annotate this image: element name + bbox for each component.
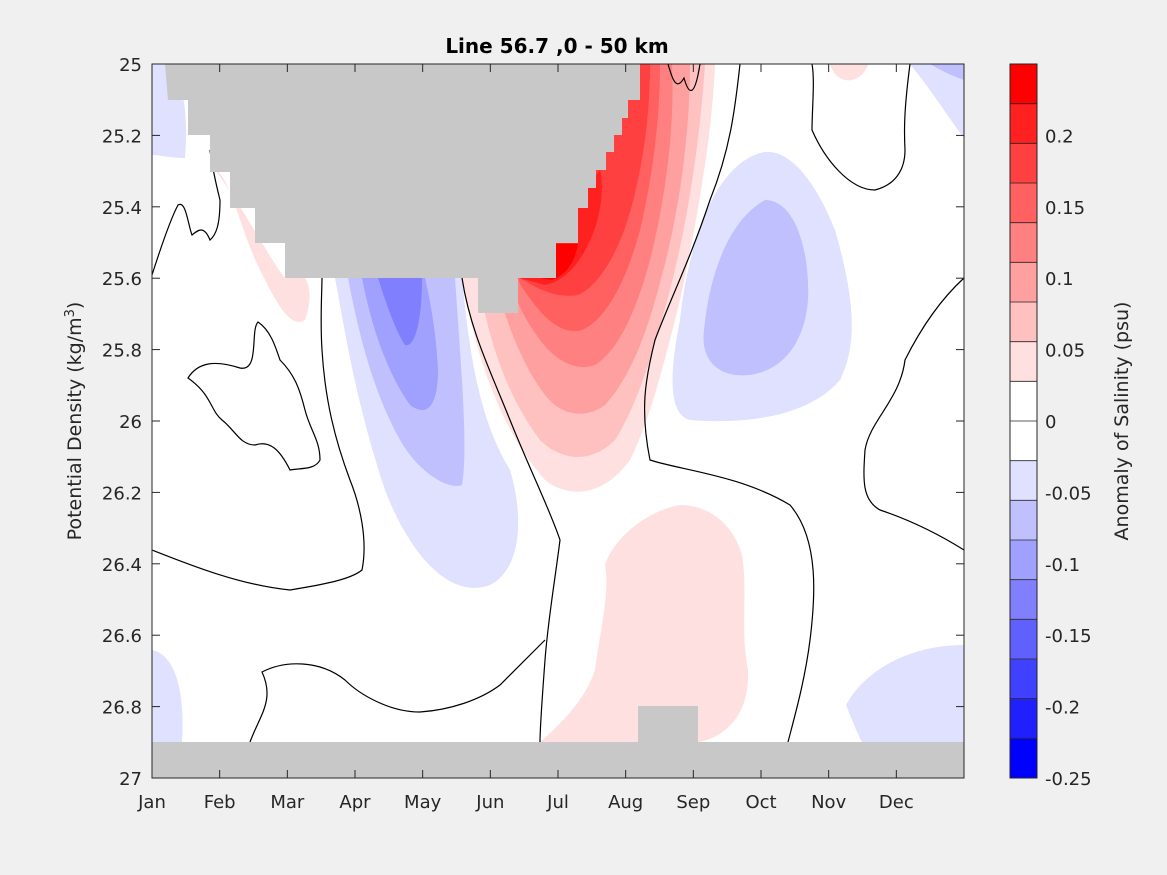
negative-anomaly-topright bbox=[910, 64, 964, 138]
contour-middle bbox=[461, 277, 561, 743]
colorbar-segment bbox=[1010, 381, 1037, 422]
x-tick-label: Jul bbox=[546, 792, 569, 813]
x-tick-label: Nov bbox=[811, 792, 846, 813]
colorbar-tick-label: -0.05 bbox=[1045, 483, 1092, 504]
x-tick-label: Feb bbox=[204, 792, 236, 813]
y-tick-label: 25.4 bbox=[102, 198, 142, 219]
x-axis: Jan Feb Mar Apr May Jun Jul Aug Sep Oct Nov Dec bbox=[137, 64, 914, 813]
negative-anomaly-regions bbox=[152, 64, 964, 742]
colorbar-segment bbox=[1010, 103, 1037, 144]
contour-top-ripples bbox=[667, 63, 701, 92]
y-tick-label: 27 bbox=[119, 769, 142, 790]
colorbar-segment bbox=[1010, 738, 1037, 779]
x-tick-label: Oct bbox=[745, 792, 776, 813]
negative-anomaly-bottomleft bbox=[152, 650, 183, 742]
negative-anomaly-may-core bbox=[378, 278, 422, 346]
y-tick-label: 25 bbox=[119, 55, 142, 76]
colorbar-segment bbox=[1010, 540, 1037, 581]
y-axis-label: Potential Density (kg/m3) bbox=[63, 302, 86, 541]
colorbar-tick-label: 0.1 bbox=[1045, 269, 1074, 290]
colorbar-tick-label: 0.05 bbox=[1045, 341, 1085, 362]
y-axis: 25 25.2 25.4 25.6 25.8 26 26.2 26.4 26.6 26.8 27 bbox=[102, 55, 964, 790]
y-tick-label: 26.6 bbox=[102, 626, 142, 647]
colorbar-segment bbox=[1010, 460, 1037, 501]
y-tick-label: 25.8 bbox=[102, 341, 142, 362]
x-tick-label: Apr bbox=[339, 792, 371, 813]
colorbar-segment bbox=[1010, 341, 1037, 382]
colorbar-segment bbox=[1010, 143, 1037, 184]
zero-contours bbox=[151, 63, 965, 743]
y-tick-label: 25.6 bbox=[102, 269, 142, 290]
colorbar-segment bbox=[1010, 619, 1037, 660]
positive-anomaly-nov-top bbox=[830, 64, 868, 81]
chart-title: Line 56.7 ,0 - 50 km bbox=[445, 34, 668, 58]
contour-bottom bbox=[249, 639, 546, 743]
colorbar-tick-label: 0 bbox=[1045, 412, 1056, 433]
positive-anomaly-aug-deep bbox=[540, 505, 964, 742]
colorbar-segment bbox=[1010, 64, 1037, 105]
colorbar-label: Anomaly of Salinity (psu) bbox=[1111, 302, 1133, 541]
colorbar-segment bbox=[1010, 262, 1037, 303]
colorbar-segment bbox=[1010, 579, 1037, 620]
negative-anomaly-topright-inner bbox=[930, 64, 964, 80]
x-tick-label: Jan bbox=[137, 792, 166, 813]
y-tick-label: 26.2 bbox=[102, 483, 142, 504]
no-data-top-mask bbox=[165, 64, 640, 313]
contour-right bbox=[643, 63, 815, 743]
x-tick-label: Sep bbox=[676, 792, 710, 813]
colorbar bbox=[1009, 63, 1038, 779]
colorbar-segment bbox=[1010, 302, 1037, 343]
y-tick-label: 26 bbox=[119, 412, 142, 433]
colorbar-segment bbox=[1010, 500, 1037, 541]
colorbar-tick-label: -0.1 bbox=[1045, 555, 1080, 576]
colorbar-segment bbox=[1010, 659, 1037, 700]
x-tick-label: May bbox=[404, 792, 442, 813]
contour-far-right bbox=[863, 277, 965, 551]
y-tick-label: 26.8 bbox=[102, 698, 142, 719]
x-tick-label: Aug bbox=[608, 792, 643, 813]
colorbar-axis: 0.2 0.15 0.1 0.05 0 -0.05 -0.1 -0.15 -0.2 -0.25 bbox=[1045, 126, 1092, 790]
colorbar-frame bbox=[1009, 63, 1038, 779]
contour-left-top bbox=[151, 149, 221, 276]
x-tick-label: Mar bbox=[270, 792, 305, 813]
y-tick-label: 26.4 bbox=[102, 555, 142, 576]
x-tick-label: Jun bbox=[475, 792, 504, 813]
x-tick-label: Dec bbox=[879, 792, 914, 813]
negative-anomaly-oct-inner bbox=[703, 200, 809, 376]
contour-right-top bbox=[811, 63, 911, 191]
no-data-bottom-bump bbox=[638, 706, 698, 746]
negative-anomaly-bottomright bbox=[846, 645, 964, 742]
y-tick-label: 25.2 bbox=[102, 126, 142, 147]
colorbar-tick-label: -0.25 bbox=[1045, 769, 1092, 790]
colorbar-tick-label: 0.15 bbox=[1045, 198, 1085, 219]
colorbar-segment bbox=[1010, 698, 1037, 739]
contour-left-islet bbox=[187, 321, 321, 471]
colorbar-segment bbox=[1010, 183, 1037, 224]
contour-left-main bbox=[151, 277, 365, 591]
colorbar-segment bbox=[1010, 222, 1037, 263]
colorbar-tick-label: -0.2 bbox=[1045, 698, 1080, 719]
colorbar-tick-label: 0.2 bbox=[1045, 126, 1074, 147]
plot-area: Jan Feb Mar Apr May Jun Jul Aug Sep Oct Nov Dec 252… bbox=[102, 55, 965, 813]
colorbar-segment bbox=[1010, 421, 1037, 462]
colorbar-tick-label: -0.15 bbox=[1045, 626, 1092, 647]
